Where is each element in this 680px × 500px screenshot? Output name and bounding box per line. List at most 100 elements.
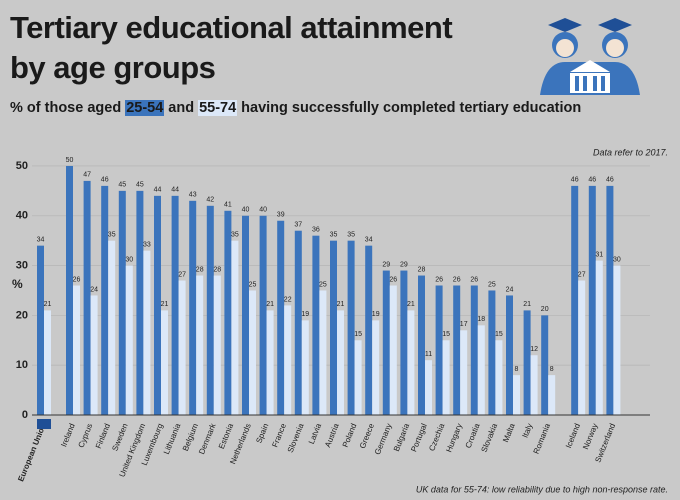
bar [372,320,380,415]
bar [337,310,344,415]
y-axis-label: % [12,277,23,291]
x-tick-label: Bulgaria [392,422,412,453]
data-label: 21 [523,301,531,308]
data-label: 21 [44,301,52,308]
bar [435,285,443,415]
bar [425,360,432,415]
data-label: 45 [136,182,144,189]
bar [66,165,73,415]
data-label: 11 [425,351,432,358]
subtitle-text: and [168,100,195,116]
bar [541,315,549,415]
x-tick-label: Slovakia [480,422,500,454]
bar [101,185,109,415]
data-label: 12 [530,346,538,353]
data-label: 26 [389,276,397,283]
data-label: 19 [372,311,380,318]
bar [242,215,249,415]
x-tick-label: Slovenia [286,422,306,454]
bar [154,195,161,415]
data-label: 27 [178,271,186,278]
bar [513,375,520,415]
data-label: 8 [550,366,554,373]
y-tick-label: 50 [16,160,28,172]
y-tick-label: 0 [22,409,28,421]
data-label: 40 [242,207,250,214]
x-tick-label: Estonia [217,422,236,451]
x-tick-label: Malta [501,422,517,444]
bar [389,285,397,415]
data-label: 46 [588,177,596,184]
y-tick-label: 20 [16,309,28,321]
data-label: 15 [495,331,503,338]
data-label: 42 [206,197,214,204]
bar [266,310,274,415]
data-label: 40 [259,207,267,214]
data-label: 17 [460,321,468,328]
data-label: 20 [541,306,549,313]
x-tick-label: France [270,422,288,449]
bar [470,285,478,415]
bar [143,250,151,415]
bar [523,310,531,415]
data-label: 41 [224,202,232,209]
data-label: 26 [435,276,443,283]
bar [90,295,98,415]
data-label: 19 [301,311,309,318]
bar [161,310,168,415]
data-label: 35 [330,232,338,239]
x-tick-label: Belgium [181,422,200,452]
bar [365,245,373,415]
x-tick-label: Ireland [59,422,77,448]
bar [571,185,579,415]
data-label: 30 [125,256,133,263]
data-label: 43 [189,192,197,199]
bar [136,190,144,415]
data-label: 24 [90,286,98,293]
data-label: 15 [442,331,450,338]
chart-title: Tertiary educational attainment by age g… [10,10,453,85]
data-label: 29 [382,261,390,268]
bar [213,275,221,415]
bar [495,340,503,415]
data-label: 25 [249,281,257,288]
x-tick-label: Croatia [464,422,482,450]
data-label: 28 [196,266,204,273]
y-tick-label: 30 [16,259,28,271]
bar [418,275,425,415]
data-label: 25 [488,281,496,288]
data-label: 22 [284,296,292,303]
x-tick-label: Romania [532,422,553,456]
x-tick-label: Greece [358,422,376,450]
x-tick-label: Iceland [564,422,582,449]
data-label: 8 [515,366,519,373]
bar [196,275,204,415]
bar [400,270,408,415]
bar [578,280,586,415]
x-tick-label: Austria [323,422,341,449]
bar [382,270,390,415]
bar [354,340,362,415]
data-label: 21 [161,301,169,308]
subtitle-text: having successfully completed tertiary e… [241,100,582,116]
data-label: 36 [312,227,320,234]
data-label: 39 [277,212,285,219]
bar [171,195,179,415]
bar [224,210,232,415]
data-label: 26 [73,276,81,283]
bar [178,280,186,415]
data-label: 45 [118,182,126,189]
bar [407,310,415,415]
bar [73,285,80,415]
bar [118,190,126,415]
bar [606,185,614,415]
bar [488,290,496,415]
bar [206,205,214,415]
data-label: 46 [571,177,579,184]
data-label: 34 [37,236,45,243]
x-tick-label: Poland [341,422,359,448]
data-label: 28 [213,266,221,273]
data-label: 26 [470,276,478,283]
x-tick-label: Cyprus [77,422,95,449]
